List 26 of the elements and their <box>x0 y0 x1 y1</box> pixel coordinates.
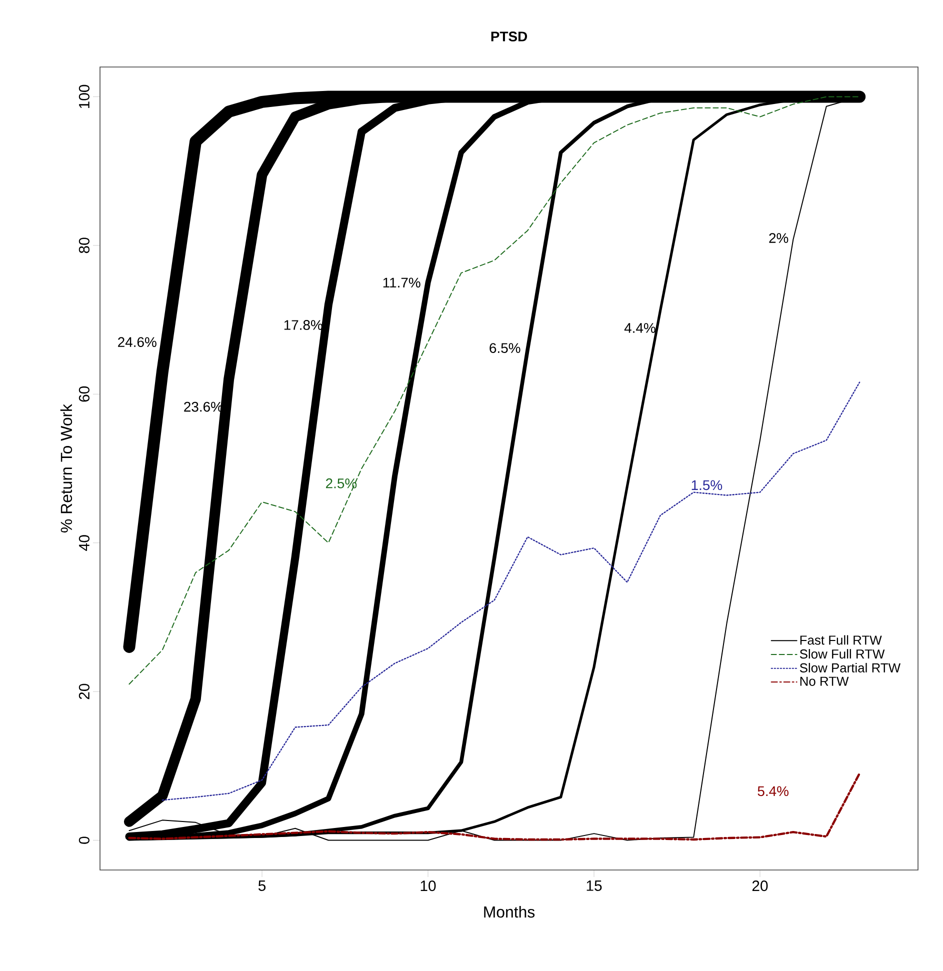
annotation: 1.5% <box>692 480 722 490</box>
legend-label: Fast Full RTW <box>800 635 882 645</box>
x-axis-title: Months <box>484 906 535 918</box>
chart-title: PTSD <box>491 32 528 42</box>
y-axis-title: % Return To Work <box>60 404 72 532</box>
y-tick-label: 20 <box>78 684 90 700</box>
legend-label: No RTW <box>800 676 849 686</box>
annotation: 17.8% <box>284 320 322 330</box>
y-tick-label: 80 <box>78 238 90 254</box>
x-tick-label: 5 <box>258 880 266 891</box>
y-tick-label: 0 <box>78 836 90 844</box>
annotation: 4.4% <box>624 323 656 333</box>
annotation: 24.6% <box>118 337 156 348</box>
annotation: 2% <box>769 233 788 243</box>
annotation: 2.5% <box>326 478 357 488</box>
annotation: 6.5% <box>490 343 520 353</box>
legend-label: Slow Full RTW <box>800 649 885 659</box>
y-tick-label: 100 <box>78 84 90 108</box>
x-tick-label: 20 <box>752 880 768 892</box>
y-tick-label: 40 <box>78 535 90 551</box>
annotation: 5.4% <box>758 786 788 796</box>
annotation: 11.7% <box>383 278 420 288</box>
legend-label: Slow Partial RTW <box>800 662 901 672</box>
x-tick-label: 15 <box>586 880 602 891</box>
y-tick-label: 60 <box>78 386 90 402</box>
x-tick-label: 10 <box>420 880 436 892</box>
